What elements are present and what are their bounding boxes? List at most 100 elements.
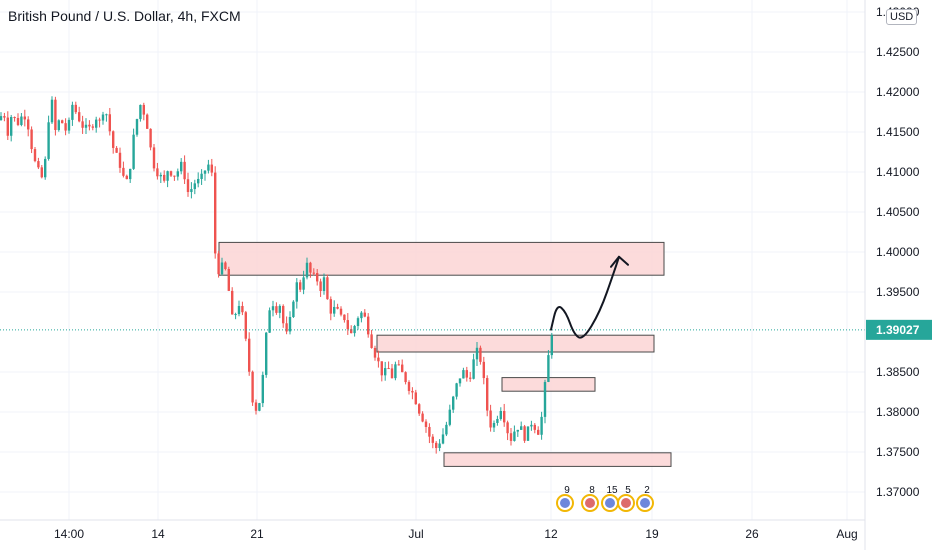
y-tick-label: 1.37000 xyxy=(876,485,920,499)
candle-body xyxy=(547,355,550,382)
candle-body xyxy=(74,104,77,113)
candle-body xyxy=(526,426,530,441)
candle-body xyxy=(193,183,196,190)
candle-body xyxy=(173,175,176,177)
candle-body xyxy=(231,290,234,315)
candle-body xyxy=(424,421,428,427)
candle-body xyxy=(105,114,108,116)
candle-body xyxy=(407,382,411,391)
candle-body xyxy=(261,374,264,404)
candle-body xyxy=(190,189,193,193)
candle-body xyxy=(159,174,162,177)
x-tick-label: Aug xyxy=(836,527,857,541)
currency-badge[interactable]: USD xyxy=(886,9,918,25)
price-axis-bg xyxy=(865,0,932,550)
candle-body xyxy=(339,308,343,315)
candle-body xyxy=(520,426,523,430)
candle-body xyxy=(251,371,254,403)
candle-body xyxy=(115,147,118,153)
candle-body xyxy=(380,361,383,376)
x-tick-label: 14:00 xyxy=(54,527,84,541)
candle-body xyxy=(180,161,183,172)
candle-body xyxy=(81,121,84,128)
candle-body xyxy=(390,368,394,379)
zone-4 xyxy=(443,452,672,467)
candle-body xyxy=(326,277,329,300)
candle-body xyxy=(401,364,404,373)
candle-body xyxy=(214,172,217,254)
candle-body xyxy=(234,314,237,316)
last-price-badge xyxy=(866,319,932,340)
candle-body xyxy=(302,277,305,290)
candle-body xyxy=(452,396,455,410)
candle-body xyxy=(95,119,98,128)
candle-body xyxy=(506,422,509,434)
event-count: 15 xyxy=(606,485,618,496)
candle-body xyxy=(84,124,88,128)
y-tick-label: 1.38000 xyxy=(876,405,920,419)
candle-body xyxy=(509,433,513,441)
candle-body xyxy=(540,416,543,435)
candle-body xyxy=(88,124,91,127)
candle-body xyxy=(282,305,285,324)
y-tick-label: 1.41000 xyxy=(876,165,920,179)
event-count: 8 xyxy=(589,485,595,496)
candle-body xyxy=(462,370,465,379)
event-flag-icon xyxy=(585,498,595,508)
candle-body xyxy=(125,175,128,180)
candle-body xyxy=(61,120,64,124)
candle-body xyxy=(50,99,54,123)
candle-body xyxy=(176,171,179,177)
last-price-tag: 1.39027 xyxy=(866,319,932,340)
candle-body xyxy=(163,174,166,181)
candle-body xyxy=(295,282,298,302)
candle-body xyxy=(149,128,152,148)
x-tick-label: 19 xyxy=(645,527,659,541)
candle-body xyxy=(271,306,275,311)
candle-body xyxy=(533,424,536,430)
candle-body xyxy=(146,114,149,129)
candle-body xyxy=(550,335,553,356)
candle-body xyxy=(33,149,37,162)
candle-body xyxy=(186,179,190,193)
candle-body xyxy=(486,378,489,411)
candle-body xyxy=(319,281,322,292)
candle-body xyxy=(54,99,57,131)
candle-body xyxy=(254,402,258,411)
candle-body xyxy=(122,167,125,176)
candle-body xyxy=(373,347,377,358)
candle-body xyxy=(241,305,244,313)
candle-body xyxy=(237,305,241,315)
candle-body xyxy=(227,269,230,291)
event-count: 9 xyxy=(564,485,570,496)
candle-body xyxy=(482,361,485,379)
candle-body xyxy=(203,170,207,174)
zone-2 xyxy=(376,334,655,353)
candle-body xyxy=(30,129,33,150)
candle-body xyxy=(513,431,516,441)
candle-body xyxy=(166,171,169,181)
x-tick-label: 21 xyxy=(250,527,264,541)
candle-body xyxy=(537,429,540,435)
candle-body xyxy=(207,164,210,171)
projection-path xyxy=(550,255,620,339)
candle-body xyxy=(336,306,339,309)
economic-events[interactable]: 9 8 15 5 2 xyxy=(556,485,654,512)
candle-body xyxy=(458,378,462,384)
candle-body xyxy=(441,434,445,444)
candle-body xyxy=(438,443,441,448)
candle-body xyxy=(210,164,213,173)
candle-body xyxy=(98,119,101,121)
candle-body xyxy=(288,317,292,332)
last-price-label: 1.39027 xyxy=(876,323,920,337)
candle-body xyxy=(112,131,115,148)
candle-body xyxy=(156,168,159,177)
candle-body xyxy=(333,306,336,314)
candle-body xyxy=(384,368,387,376)
candle-body xyxy=(0,116,3,120)
candle-body xyxy=(448,409,451,425)
candle-body xyxy=(479,347,482,362)
supply-demand-zones xyxy=(218,241,672,467)
